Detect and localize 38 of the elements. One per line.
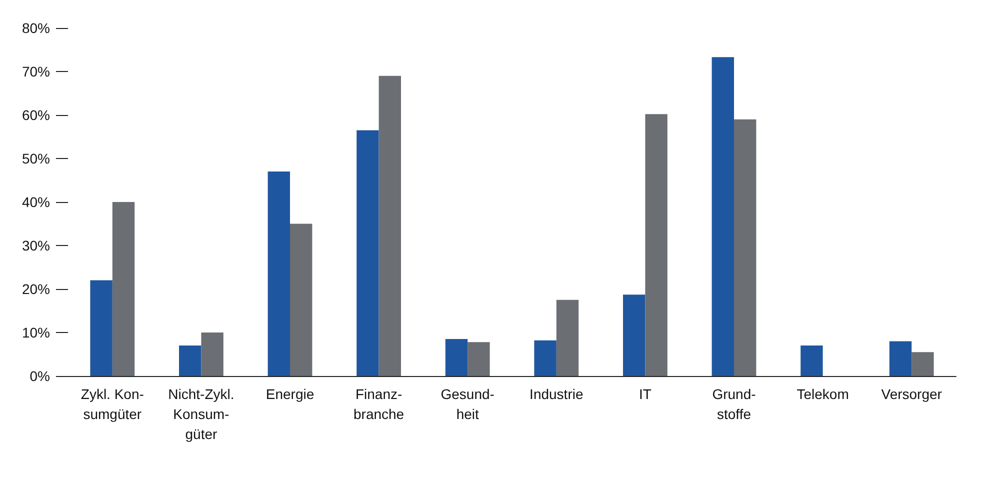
y-tick-label: 80% [22, 20, 50, 36]
bar [534, 340, 556, 376]
bar [712, 57, 734, 376]
bar [90, 280, 112, 376]
y-tick-label: 70% [22, 64, 50, 80]
y-tick-label: 10% [22, 324, 50, 340]
y-tick-label: 60% [22, 107, 50, 123]
bar [356, 130, 379, 376]
y-tick-label: 40% [22, 194, 50, 210]
bar [623, 294, 646, 376]
bar [800, 346, 823, 376]
x-tick-label: Energie [266, 386, 314, 402]
bar [912, 352, 934, 376]
x-tick-label: IT [638, 386, 652, 402]
y-tick-label: 0% [30, 368, 50, 384]
y-tick-label: 20% [22, 281, 50, 297]
x-tick-label: Nicht-Zykl. Konsum- güter [168, 386, 234, 442]
bar [201, 332, 224, 376]
bar [268, 172, 290, 376]
x-tick-label: Zykl. Kon- sumgüter [80, 386, 144, 422]
bar [556, 300, 579, 376]
bar [445, 339, 468, 376]
bar [179, 346, 202, 376]
x-tick-label: Finanz- branche [354, 386, 404, 422]
y-tick-label: 50% [22, 150, 50, 166]
bar [378, 76, 401, 376]
bar [112, 202, 135, 376]
x-tick-label: Industrie [530, 386, 584, 402]
x-tick-label: Telekom [796, 386, 849, 402]
bar [468, 342, 490, 376]
x-tick-label: Grund- stoffe [712, 386, 756, 422]
bar [290, 224, 312, 376]
bar [889, 341, 912, 376]
bar [734, 119, 756, 376]
bar [645, 114, 668, 376]
y-tick-label: 30% [22, 238, 50, 254]
x-tick-label: Versorger [881, 386, 942, 402]
x-tick-label: Gesund- heit [440, 386, 495, 422]
